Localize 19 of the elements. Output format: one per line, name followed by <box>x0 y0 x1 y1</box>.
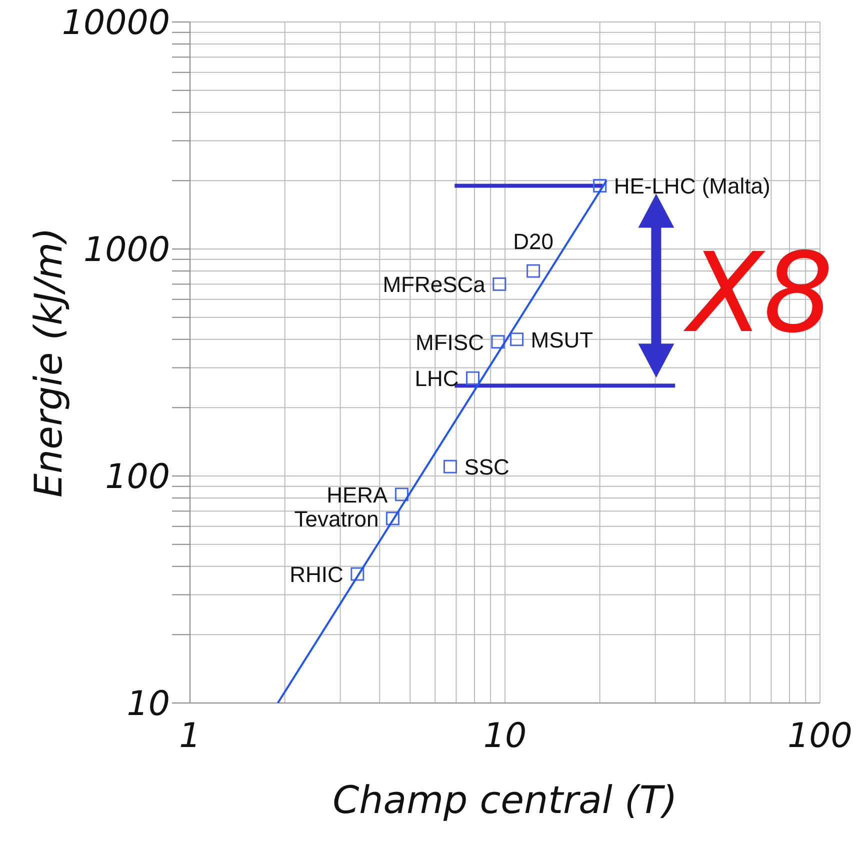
x-axis-title: Champ central (T) <box>332 778 678 822</box>
y-tick-label: 10000 <box>62 3 170 44</box>
y-tick-label: 10 <box>126 684 170 724</box>
annotation: MFReSCa <box>382 272 486 298</box>
annotation: MFISC <box>416 330 484 355</box>
annotation: MSUT <box>530 327 594 352</box>
y-axis-title: Energie (kJ/m) <box>26 228 70 498</box>
annotation: HERA <box>326 482 388 508</box>
y-tick-label: 1000 <box>83 230 170 270</box>
annotation: RHIC <box>290 562 344 588</box>
annotation: D20 <box>513 229 554 254</box>
x-tick-label: 1 <box>179 716 201 756</box>
annotation: HE-LHC (Malta) <box>614 174 770 199</box>
annotation: SSC <box>464 454 510 480</box>
annotation: Tevatron <box>294 506 379 532</box>
x-tick-label: 10 <box>483 716 527 756</box>
x-tick-label: 100 <box>788 716 852 756</box>
annotation: LHC <box>414 366 459 392</box>
y-tick-label: 100 <box>105 457 170 498</box>
